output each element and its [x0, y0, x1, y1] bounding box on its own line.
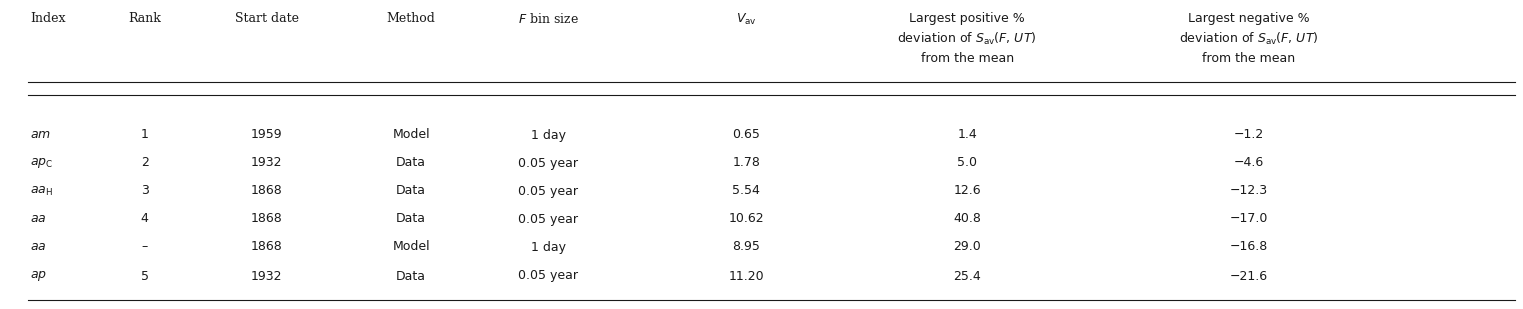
Text: −12.3: −12.3 — [1229, 184, 1269, 197]
Text: $am$: $am$ — [30, 129, 52, 142]
Text: Data: Data — [396, 213, 426, 226]
Text: 1932: 1932 — [251, 156, 282, 170]
Text: $aa$: $aa$ — [30, 213, 47, 226]
Text: 1 day: 1 day — [532, 240, 565, 253]
Text: Data: Data — [396, 269, 426, 282]
Text: Largest positive %
deviation of $S_{\mathrm{av}}$($F$, $UT$)
from the mean: Largest positive % deviation of $S_{\mat… — [897, 12, 1037, 65]
Text: Largest negative %
deviation of $S_{\mathrm{av}}$($F$, $UT$)
from the mean: Largest negative % deviation of $S_{\mat… — [1179, 12, 1319, 65]
Text: 0.65: 0.65 — [733, 129, 760, 142]
Text: Method: Method — [387, 12, 436, 25]
Text: −4.6: −4.6 — [1234, 156, 1264, 170]
Text: $F$ bin size: $F$ bin size — [518, 12, 579, 26]
Text: –: – — [142, 240, 148, 253]
Text: Rank: Rank — [128, 12, 161, 25]
Text: $ap$: $ap$ — [30, 269, 47, 283]
Text: 1868: 1868 — [251, 240, 282, 253]
Text: 4: 4 — [140, 213, 149, 226]
Text: 1 day: 1 day — [532, 129, 565, 142]
Text: 1.78: 1.78 — [733, 156, 760, 170]
Text: 1: 1 — [140, 129, 149, 142]
Text: 0.05 year: 0.05 year — [518, 156, 579, 170]
Text: 3: 3 — [140, 184, 149, 197]
Text: 5.54: 5.54 — [733, 184, 760, 197]
Text: 29.0: 29.0 — [953, 240, 981, 253]
Text: 0.05 year: 0.05 year — [518, 213, 579, 226]
Text: 1.4: 1.4 — [958, 129, 976, 142]
Text: −21.6: −21.6 — [1229, 269, 1269, 282]
Text: −16.8: −16.8 — [1229, 240, 1269, 253]
Text: 0.05 year: 0.05 year — [518, 184, 579, 197]
Text: −17.0: −17.0 — [1229, 213, 1269, 226]
Text: $V_{\mathrm{av}}$: $V_{\mathrm{av}}$ — [736, 12, 757, 27]
Text: 5: 5 — [140, 269, 149, 282]
Text: 10.62: 10.62 — [728, 213, 765, 226]
Text: 5.0: 5.0 — [956, 156, 978, 170]
Text: 12.6: 12.6 — [953, 184, 981, 197]
Text: Data: Data — [396, 184, 426, 197]
Text: Data: Data — [396, 156, 426, 170]
Text: 40.8: 40.8 — [953, 213, 981, 226]
Text: 11.20: 11.20 — [728, 269, 765, 282]
Text: $ap_{\mathrm{C}}$: $ap_{\mathrm{C}}$ — [30, 156, 53, 170]
Text: 2: 2 — [140, 156, 149, 170]
Text: 25.4: 25.4 — [953, 269, 981, 282]
Text: Start date: Start date — [235, 12, 299, 25]
Text: 1868: 1868 — [251, 184, 282, 197]
Text: Model: Model — [393, 129, 429, 142]
Text: −1.2: −1.2 — [1234, 129, 1264, 142]
Text: 1932: 1932 — [251, 269, 282, 282]
Text: 1959: 1959 — [251, 129, 282, 142]
Text: 0.05 year: 0.05 year — [518, 269, 579, 282]
Text: Index: Index — [30, 12, 65, 25]
Text: 1868: 1868 — [251, 213, 282, 226]
Text: $aa_{\mathrm{H}}$: $aa_{\mathrm{H}}$ — [30, 184, 53, 197]
Text: Model: Model — [393, 240, 429, 253]
Text: 8.95: 8.95 — [733, 240, 760, 253]
Text: $aa$: $aa$ — [30, 240, 47, 253]
